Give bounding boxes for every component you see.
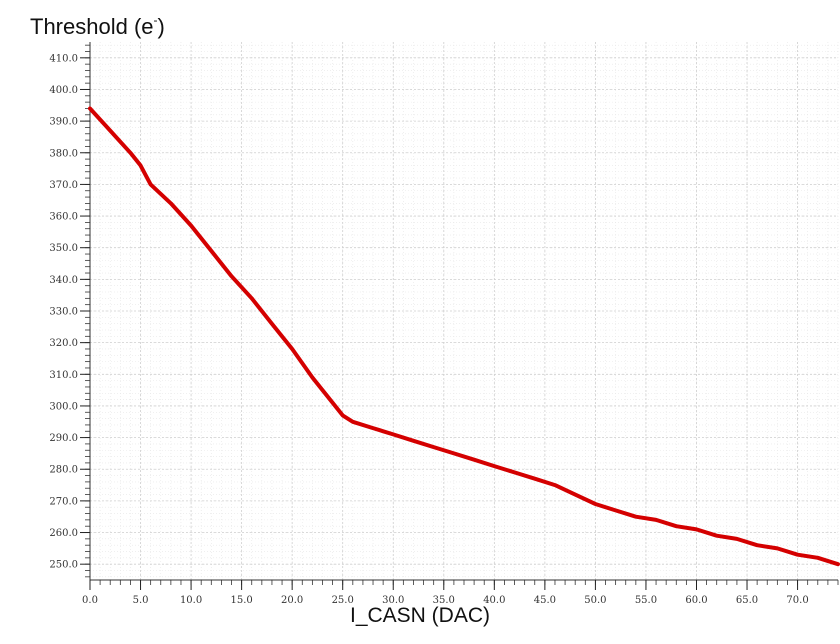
y-tick-label: 300.0 — [49, 401, 78, 412]
ticks: 250.0 260.0 270.0 280.0 290.0 300.0 310.0 320.0… — [49, 44, 839, 606]
y-tick-label: 370.0 — [49, 180, 78, 191]
y-tick-label: 260.0 — [49, 528, 78, 539]
y-tick-label: 280.0 — [49, 465, 78, 476]
x-tick-label: 70.0 — [786, 595, 808, 606]
y-tick-label: 250.0 — [49, 560, 78, 571]
series-layer — [88, 106, 840, 567]
series-line — [88, 106, 840, 567]
y-tick-label: 390.0 — [49, 117, 78, 128]
y-tick-label: 360.0 — [49, 212, 78, 223]
chart-title-superscript: - — [153, 12, 158, 27]
x-tick-label: 50.0 — [584, 595, 606, 606]
x-tick-label: 40.0 — [483, 595, 505, 606]
x-tick-label: 55.0 — [635, 595, 657, 606]
x-tick-label: 65.0 — [736, 595, 758, 606]
x-tick-label: 0.0 — [82, 595, 98, 606]
x-tick-label: 45.0 — [534, 595, 556, 606]
x-axis-label: I_CASN (DAC) — [349, 604, 491, 627]
y-tick-label: 330.0 — [49, 307, 78, 318]
x-tick-label: 5.0 — [133, 595, 149, 606]
y-tick-label: 400.0 — [49, 85, 78, 96]
y-tick-label: 270.0 — [49, 496, 78, 507]
y-tick-label: 290.0 — [49, 433, 78, 444]
y-tick-label: 380.0 — [49, 148, 78, 159]
x-tick-label: 30.0 — [382, 595, 404, 606]
x-tick-label: 15.0 — [230, 595, 252, 606]
x-tick-label: 10.0 — [180, 595, 202, 606]
y-tick-label: 310.0 — [49, 370, 78, 381]
chart-title-main: Threshold (e — [30, 14, 154, 39]
y-tick-label: 320.0 — [49, 338, 78, 349]
y-tick-label: 340.0 — [49, 275, 78, 286]
grid-major — [89, 42, 838, 580]
chart-title: Threshold (e-) — [30, 12, 165, 40]
x-tick-label: 20.0 — [281, 595, 303, 606]
x-tick-label: 60.0 — [685, 595, 707, 606]
y-tick-label: 410.0 — [49, 53, 78, 64]
x-tick-label: 35.0 — [433, 595, 455, 606]
x-tick-label: 25.0 — [332, 595, 354, 606]
chart-title-end: ) — [157, 14, 165, 39]
y-tick-label: 350.0 — [49, 243, 78, 254]
